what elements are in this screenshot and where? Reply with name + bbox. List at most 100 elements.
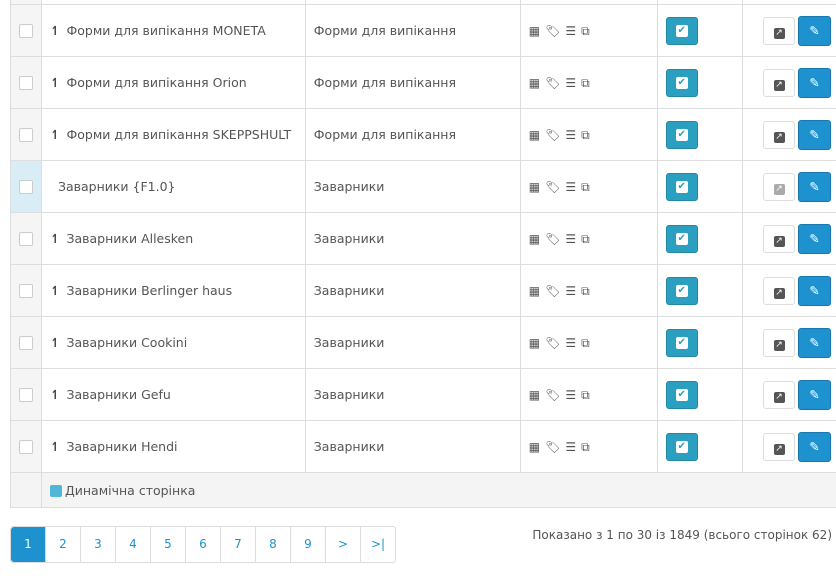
open-link-button[interactable]: ↗	[763, 380, 795, 409]
row-checkbox[interactable]	[19, 284, 33, 299]
sitemap-icon[interactable]: ⧉	[581, 335, 590, 350]
page-link[interactable]: 4	[116, 527, 151, 562]
page-link[interactable]: 5	[151, 527, 186, 562]
page-link[interactable]: 7	[221, 527, 256, 562]
sliders-icon[interactable]: ☰	[565, 231, 577, 246]
grid-icon[interactable]: ▦	[528, 335, 541, 350]
status-toggle-button[interactable]: ✔	[665, 432, 698, 461]
open-link-button[interactable]: ↗	[763, 16, 795, 45]
edit-button[interactable]: ✎	[798, 327, 831, 358]
page-link[interactable]: 9	[291, 527, 326, 562]
status-toggle-button[interactable]: ✔	[665, 224, 698, 253]
row-category: Заварники	[304, 212, 521, 265]
sliders-icon[interactable]: ☰	[565, 127, 577, 142]
sliders-icon[interactable]: ☰	[565, 23, 577, 38]
status-toggle-button[interactable]: ✔	[665, 276, 698, 305]
status-toggle-button[interactable]: ✔	[665, 120, 698, 149]
grid-icon[interactable]: ▦	[528, 231, 541, 246]
sitemap-icon[interactable]: ⧉	[581, 283, 590, 298]
pagination-info: Показано з 1 по 30 із 1849 (всього сторі…	[532, 528, 832, 542]
tags-icon[interactable]: 🏷	[545, 23, 561, 38]
child-arrow-icon: ↿	[50, 387, 61, 402]
sitemap-icon[interactable]: ⧉	[581, 23, 590, 38]
pencil-icon: ✎	[809, 334, 820, 350]
page-link[interactable]: 6	[186, 527, 221, 562]
page-link[interactable]: 2	[46, 527, 81, 562]
sitemap-icon[interactable]: ⧉	[581, 179, 590, 194]
grid-icon[interactable]: ▦	[528, 387, 541, 402]
row-name: Заварники Hendi	[66, 439, 178, 454]
page-link[interactable]: 3	[81, 527, 116, 562]
edit-button[interactable]: ✎	[798, 223, 831, 254]
row-checkbox[interactable]	[19, 24, 33, 39]
sliders-icon[interactable]: ☰	[565, 283, 577, 298]
open-link-button[interactable]: ↗	[763, 172, 795, 201]
edit-button[interactable]: ✎	[798, 67, 831, 98]
sliders-icon[interactable]: ☰	[565, 179, 577, 194]
child-arrow-icon: ↿	[50, 439, 61, 454]
status-toggle-button[interactable]: ✔	[665, 68, 698, 97]
open-link-button[interactable]: ↗	[763, 68, 795, 97]
table-row: Заварники {F1.0} Заварники ▦ 🏷 ☰ ⧉ ✔ ↗ ✎	[10, 160, 836, 213]
table-row: ↿ Заварники Hendi Заварники ▦ 🏷 ☰ ⧉ ✔ ↗ ✎	[10, 420, 836, 473]
sitemap-icon[interactable]: ⧉	[581, 127, 590, 142]
open-link-button[interactable]: ↗	[763, 224, 795, 253]
edit-button[interactable]: ✎	[798, 171, 831, 202]
row-category: Форми для випікання	[304, 4, 521, 57]
sitemap-icon[interactable]: ⧉	[581, 387, 590, 402]
external-link-icon: ↗	[773, 287, 785, 299]
status-toggle-button[interactable]: ✔	[665, 16, 698, 45]
row-checkbox[interactable]	[19, 180, 33, 195]
row-checkbox[interactable]	[19, 128, 33, 143]
row-checkbox[interactable]	[19, 232, 33, 247]
row-checkbox[interactable]	[19, 76, 33, 91]
sliders-icon[interactable]: ☰	[565, 75, 577, 90]
check-icon: ✔	[675, 129, 688, 141]
page-link[interactable]: 8	[256, 527, 291, 562]
edit-button[interactable]: ✎	[798, 431, 831, 462]
pencil-icon: ✎	[809, 74, 820, 90]
tags-icon[interactable]: 🏷	[545, 75, 561, 90]
edit-button[interactable]: ✎	[798, 275, 831, 306]
grid-icon[interactable]: ▦	[528, 283, 541, 298]
edit-button[interactable]: ✎	[798, 119, 831, 150]
open-link-button[interactable]: ↗	[763, 276, 795, 305]
open-link-button[interactable]: ↗	[763, 432, 795, 461]
edit-button[interactable]: ✎	[798, 379, 831, 410]
open-link-button[interactable]: ↗	[763, 328, 795, 357]
tags-icon[interactable]: 🏷	[545, 335, 561, 350]
tags-icon[interactable]: 🏷	[545, 127, 561, 142]
status-toggle-button[interactable]: ✔	[665, 172, 698, 201]
sliders-icon[interactable]: ☰	[565, 335, 577, 350]
tags-icon[interactable]: 🏷	[545, 231, 561, 246]
row-checkbox[interactable]	[19, 336, 33, 351]
sliders-icon[interactable]: ☰	[565, 387, 577, 402]
pencil-icon: ✎	[809, 438, 820, 454]
page-link[interactable]: >|	[370, 537, 386, 551]
edit-button[interactable]: ✎	[798, 15, 831, 46]
status-toggle-button[interactable]: ✔	[665, 380, 698, 409]
tags-icon[interactable]: 🏷	[545, 387, 561, 402]
open-link-button[interactable]: ↗	[763, 120, 795, 149]
sitemap-icon[interactable]: ⧉	[581, 231, 590, 246]
page-link[interactable]: 1	[11, 527, 46, 562]
tags-icon[interactable]: 🏷	[545, 283, 561, 298]
page-link[interactable]: >	[326, 527, 361, 562]
grid-icon[interactable]: ▦	[528, 439, 541, 454]
sitemap-icon[interactable]: ⧉	[581, 439, 590, 454]
grid-icon[interactable]: ▦	[528, 179, 541, 194]
legend-swatch	[50, 485, 62, 497]
tags-icon[interactable]: 🏷	[545, 179, 561, 194]
row-category: Заварники	[304, 160, 521, 213]
grid-icon[interactable]: ▦	[528, 75, 541, 90]
grid-icon[interactable]: ▦	[528, 23, 541, 38]
child-arrow-icon: ↿	[50, 283, 61, 298]
sitemap-icon[interactable]: ⧉	[581, 75, 590, 90]
tags-icon[interactable]: 🏷	[545, 439, 561, 454]
row-checkbox[interactable]	[19, 440, 33, 455]
status-toggle-button[interactable]: ✔	[665, 328, 698, 357]
pencil-icon: ✎	[809, 126, 820, 142]
grid-icon[interactable]: ▦	[528, 127, 541, 142]
row-checkbox[interactable]	[19, 388, 33, 403]
sliders-icon[interactable]: ☰	[565, 439, 577, 454]
